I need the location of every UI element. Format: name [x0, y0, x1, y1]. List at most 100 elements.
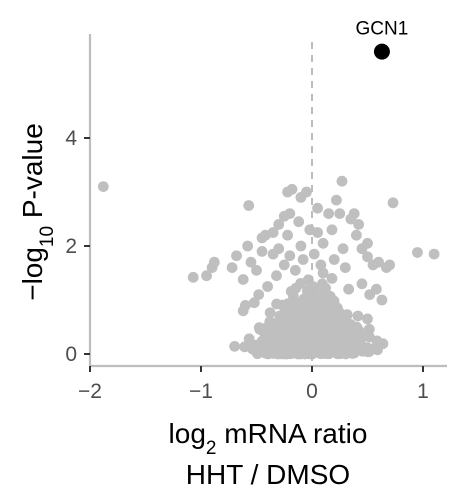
data-point: [362, 237, 373, 249]
data-point: [373, 256, 384, 268]
data-point: [301, 186, 312, 198]
data-point: [308, 248, 320, 260]
data-point: [428, 248, 440, 260]
data-point: [264, 316, 276, 327]
data-point: [293, 216, 305, 228]
x-axis-title: log2 mRNA ratio: [169, 418, 368, 459]
data-point: [342, 345, 354, 357]
data-point: [302, 312, 314, 324]
data-point: [278, 259, 290, 271]
data-point: [300, 303, 312, 315]
data-point: [301, 338, 313, 349]
data-point: [271, 298, 283, 310]
y-axis-title: −log10 P-value: [17, 123, 58, 301]
highlight-point-gcn1: [373, 43, 390, 60]
data-point: [251, 264, 262, 276]
data-point: [262, 281, 273, 292]
data-point: [310, 335, 322, 347]
data-point: [256, 246, 268, 257]
x-tick-label: 0: [306, 380, 318, 403]
data-point: [271, 270, 282, 282]
data-point: [242, 240, 254, 252]
data-point: [289, 264, 301, 276]
data-point: [331, 194, 342, 206]
data-point: [208, 256, 220, 268]
data-point: [337, 310, 349, 322]
data-point: [412, 247, 423, 258]
data-point: [267, 227, 279, 238]
data-point: [288, 295, 300, 307]
data-point: [384, 259, 396, 271]
data-point: [343, 283, 355, 295]
data-point: [237, 305, 249, 317]
data-point: [326, 224, 338, 236]
data-point: [362, 251, 373, 263]
data-point: [339, 262, 351, 273]
data-point: [351, 229, 362, 241]
data-point: [295, 240, 307, 252]
data-point: [318, 322, 330, 334]
data-point: [320, 282, 331, 294]
data-point: [251, 343, 263, 355]
data-point: [278, 339, 290, 351]
data-point: [284, 329, 296, 341]
data-point: [352, 310, 364, 322]
data-point: [371, 335, 383, 347]
data-point: [353, 335, 365, 347]
data-point: [328, 319, 340, 330]
data-point: [231, 250, 242, 262]
y-axis-ticks: 0 2 4: [65, 127, 90, 366]
data-point: [253, 289, 265, 300]
data-point: [387, 197, 399, 209]
x-axis-ticks: −2 −1 0 1: [78, 366, 429, 403]
data-point: [264, 307, 276, 319]
data-point: [226, 262, 238, 273]
data-point: [336, 175, 348, 187]
data-point: [376, 294, 388, 306]
data-point: [317, 302, 329, 313]
data-point: [317, 267, 329, 279]
data-point: [328, 254, 340, 265]
data-point: [239, 341, 251, 353]
data-point: [256, 232, 268, 244]
data-point: [321, 337, 333, 349]
data-point: [335, 328, 346, 340]
data-point: [315, 259, 327, 271]
y-tick-label: 2: [65, 235, 77, 258]
data-point: [284, 250, 296, 262]
data-point: [267, 325, 279, 337]
data-point: [187, 271, 199, 283]
highlight-label: GCN1: [356, 19, 409, 40]
data-point: [245, 256, 257, 268]
data-point: [273, 219, 285, 230]
data-point: [334, 208, 346, 220]
data-point: [326, 273, 338, 284]
data-point: [323, 208, 335, 220]
data-point: [267, 248, 279, 260]
data-point: [282, 186, 293, 198]
data-point: [353, 219, 365, 230]
x-tick-label: 1: [417, 380, 429, 403]
data-point: [282, 229, 293, 241]
data-point: [317, 237, 329, 249]
data-points: [97, 175, 440, 360]
data-point: [306, 348, 318, 360]
data-point: [229, 340, 241, 352]
data-point: [259, 347, 271, 359]
data-point: [97, 181, 109, 193]
data-point: [292, 329, 304, 341]
data-point: [348, 208, 360, 220]
data-point: [363, 323, 375, 335]
data-point: [297, 254, 309, 265]
data-point: [362, 313, 373, 325]
data-point: [243, 200, 255, 211]
data-point: [278, 210, 290, 222]
data-point: [290, 282, 302, 294]
data-point: [286, 314, 298, 326]
x-tick-label: −1: [189, 380, 213, 403]
data-point: [312, 227, 323, 238]
data-point: [356, 278, 368, 290]
y-tick-label: 4: [65, 127, 77, 150]
data-point: [248, 297, 260, 309]
